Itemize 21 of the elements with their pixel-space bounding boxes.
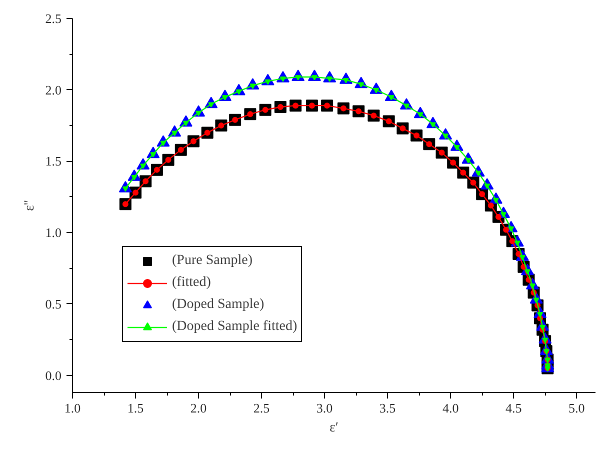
- x-tick-label: 2.5: [253, 400, 270, 416]
- x-tick-label: 3.5: [379, 400, 396, 416]
- x-axis-title: ε′: [330, 420, 338, 436]
- y-tick-label: 1.5: [45, 154, 62, 169]
- x-tick-label: 1.5: [127, 400, 144, 416]
- y-tick-label: 0.5: [45, 296, 62, 312]
- legend-label: (Doped Sample): [172, 297, 264, 313]
- x-tick-label: 4.5: [505, 400, 522, 416]
- legend-label: (Pure Sample): [172, 253, 252, 269]
- x-tick-label: 4.0: [442, 400, 459, 416]
- y-tick-label: 2.0: [45, 82, 62, 98]
- x-tick-label: 3.0: [316, 400, 333, 416]
- y-tick-label: 0.0: [45, 368, 62, 383]
- legend-label: (Doped Sample fitted): [172, 319, 298, 335]
- y-tick-label: 1.0: [45, 225, 62, 240]
- legend-label: (fitted): [172, 275, 211, 291]
- x-tick-label: 1.0: [64, 400, 81, 416]
- x-tick-label: 5.0: [568, 400, 585, 416]
- x-tick-label: 2.0: [190, 400, 207, 416]
- y-axis-title: ε'': [22, 200, 38, 211]
- y-tick-label: 2.5: [45, 11, 62, 26]
